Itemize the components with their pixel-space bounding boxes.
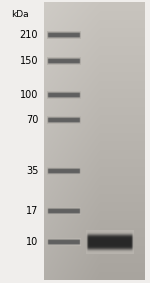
Text: 10: 10 [26,237,38,247]
Text: 210: 210 [20,30,38,40]
Text: 35: 35 [26,166,38,176]
Text: 70: 70 [26,115,38,125]
Text: 150: 150 [20,56,38,66]
Text: 100: 100 [20,90,38,100]
Text: 17: 17 [26,206,38,216]
Text: kDa: kDa [11,10,28,19]
